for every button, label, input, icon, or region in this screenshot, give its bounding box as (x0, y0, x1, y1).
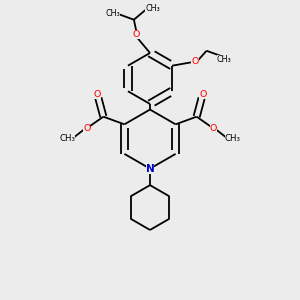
Text: N: N (146, 164, 154, 174)
Text: CH₃: CH₃ (59, 134, 75, 142)
Text: O: O (210, 124, 217, 134)
Text: O: O (83, 124, 90, 134)
Text: O: O (132, 30, 140, 39)
Text: CH₃: CH₃ (145, 4, 160, 13)
Text: O: O (93, 90, 101, 99)
Text: CH₃: CH₃ (105, 9, 120, 18)
Text: O: O (199, 90, 207, 99)
Text: O: O (191, 57, 199, 66)
Text: CH₃: CH₃ (225, 134, 241, 142)
Text: CH₃: CH₃ (217, 55, 232, 64)
